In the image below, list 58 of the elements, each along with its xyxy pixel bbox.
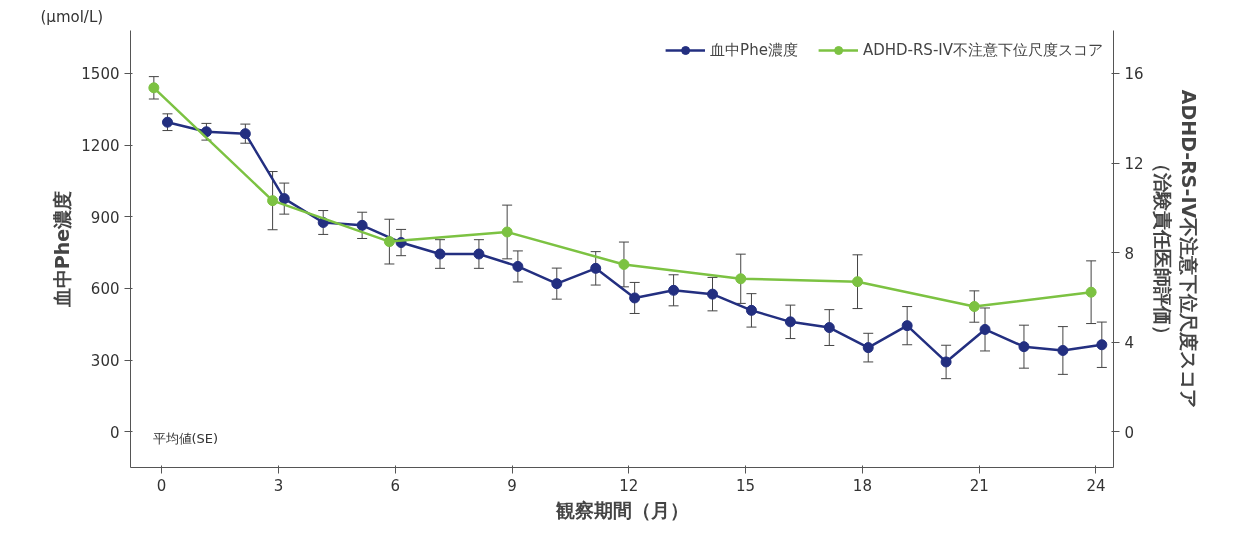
point	[501, 226, 513, 238]
point	[618, 258, 630, 270]
point	[852, 276, 864, 288]
point	[979, 323, 991, 335]
point	[1085, 286, 1097, 298]
point	[383, 236, 395, 248]
y2-tick-label: 12	[1124, 155, 1144, 174]
y2-tick-label: 8	[1124, 244, 1135, 263]
point	[267, 195, 279, 207]
point	[745, 304, 757, 316]
point	[356, 219, 368, 231]
point	[161, 116, 173, 128]
x-tick-label: 21	[969, 476, 989, 495]
y-tick-label: 0	[109, 423, 120, 442]
x-tick-label: 24	[1086, 476, 1106, 495]
point	[668, 284, 680, 296]
point	[590, 262, 602, 274]
point	[940, 356, 952, 368]
point	[901, 320, 913, 332]
y-tick-label: 300	[90, 352, 120, 371]
point	[1096, 339, 1108, 351]
point	[434, 248, 446, 260]
x-tick-label: 3	[273, 476, 284, 495]
x-tick-label: 0	[156, 476, 167, 495]
text: (μmol/L)	[40, 7, 104, 26]
point	[1057, 345, 1069, 356]
x-tick-label: 9	[507, 476, 517, 495]
point	[968, 301, 980, 313]
point	[707, 288, 719, 300]
y-tick-label: 900	[90, 208, 120, 227]
point	[473, 248, 485, 260]
x-tick-label: 15	[736, 476, 756, 495]
legend-label: 血中Phe濃度	[710, 40, 798, 60]
legend-label: ADHD-RS-IV不注意下位尺度スコア	[862, 40, 1103, 60]
point	[278, 193, 290, 205]
x-tick-label: 12	[619, 476, 639, 495]
y2-tick-label: 4	[1124, 334, 1135, 353]
point	[784, 316, 796, 328]
point	[239, 128, 251, 140]
point	[512, 260, 524, 272]
point	[148, 82, 160, 94]
point	[551, 278, 563, 290]
y2-tick-label: 0	[1124, 423, 1135, 442]
annotation: 平均値(SE)	[152, 430, 219, 446]
y-tick-label: 600	[90, 280, 120, 299]
y2-tick-label: 16	[1124, 65, 1144, 84]
x-tick-label: 6	[390, 476, 400, 495]
point	[823, 322, 835, 334]
y2-axis-title: ADHD-RS-IV不注意下位尺度スコア（治験責任医師評価）	[1151, 89, 1200, 409]
point	[1018, 341, 1030, 353]
x-axis-title: 観察期間（月）	[554, 498, 689, 521]
x-tick-label: 18	[852, 476, 872, 495]
y-tick-label: 1200	[81, 137, 120, 156]
point	[862, 342, 874, 354]
y-tick-label: 1500	[81, 65, 120, 84]
point	[629, 292, 641, 304]
point	[735, 273, 747, 285]
y-axis-title: 血中Phe濃度	[51, 190, 74, 309]
